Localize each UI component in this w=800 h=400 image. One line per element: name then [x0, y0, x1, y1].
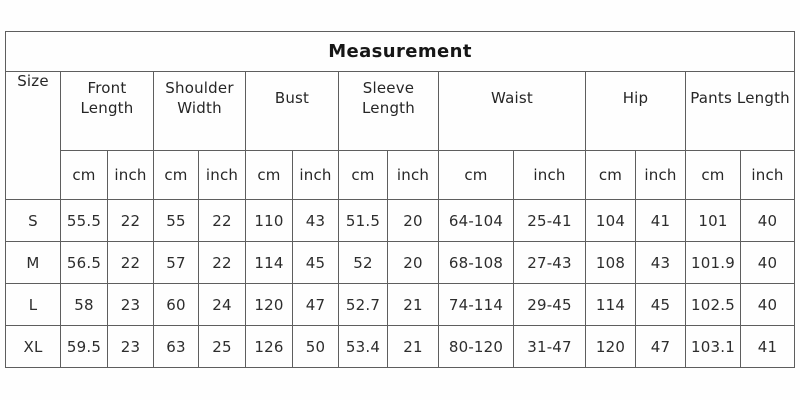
unit-header-inch: inch — [198, 150, 246, 200]
measurement-value: 27-43 — [513, 241, 586, 284]
measurement-value: 20 — [387, 241, 439, 284]
measurement-value: 114 — [585, 283, 636, 326]
column-group-pants-length: Pants Length — [684, 71, 796, 151]
measurement-value: 102.5 — [685, 283, 741, 326]
measurement-value: 22 — [198, 199, 246, 242]
measurement-value: 101 — [685, 199, 741, 242]
measurement-value: 21 — [387, 283, 439, 326]
measurement-value: 64-104 — [438, 199, 514, 242]
measurement-value: 21 — [387, 325, 439, 368]
measurement-value: 101.9 — [685, 241, 741, 284]
measurement-value: 104 — [585, 199, 636, 242]
table-title: Measurement — [4, 31, 796, 72]
column-group-label: Sleeve Length — [362, 79, 415, 117]
measurement-value: 20 — [387, 199, 439, 242]
unit-header-inch: inch — [635, 150, 686, 200]
size-label: S — [5, 199, 61, 242]
column-group-label: Hip — [622, 89, 649, 108]
column-group-header-row: Size Front Length Shoulder Width Bust Sleev… — [5, 71, 796, 200]
measurement-value: 40 — [739, 241, 796, 284]
unit-header-cm: cm — [585, 150, 636, 200]
column-group-sleeve-length: Sleeve Length — [338, 71, 439, 151]
unit-header-cm: cm — [685, 150, 741, 200]
column-group-waist: Waist — [438, 71, 586, 151]
size-row-l: L 58 23 60 24 120 47 52.7 21 74-114 29-45 114 45 102.… — [5, 283, 796, 326]
measurement-value: 25 — [198, 325, 246, 368]
unit-header-cm: cm — [438, 150, 514, 200]
measurement-value: 45 — [292, 241, 339, 284]
unit-header-cm: cm — [153, 150, 199, 200]
size-row-m: M 56.5 22 57 22 114 45 52 20 68-108 27-43 108 43 101.… — [5, 241, 796, 284]
measurement-value: 40 — [739, 283, 796, 326]
measurement-value: 22 — [198, 241, 246, 284]
unit-header-inch: inch — [292, 150, 339, 200]
measurement-value: 55 — [153, 199, 199, 242]
measurement-value: 47 — [292, 283, 339, 326]
size-label: L — [5, 283, 61, 326]
measurement-value: 55.5 — [60, 199, 108, 242]
measurement-value: 68-108 — [438, 241, 514, 284]
measurement-value: 52.7 — [338, 283, 388, 326]
measurement-value: 60 — [153, 283, 199, 326]
measurement-value: 43 — [292, 199, 339, 242]
measurement-value: 57 — [153, 241, 199, 284]
column-group-label: Bust — [274, 89, 310, 108]
measurement-value: 114 — [245, 241, 293, 284]
measurement-value: 29-45 — [513, 283, 586, 326]
measurement-value: 103.1 — [685, 325, 741, 368]
measurement-value: 63 — [153, 325, 199, 368]
unit-header-inch: inch — [513, 150, 586, 200]
measurement-value: 23 — [107, 325, 154, 368]
measurement-value: 23 — [107, 283, 154, 326]
measurement-value: 58 — [60, 283, 108, 326]
measurement-value: 126 — [245, 325, 293, 368]
size-label: M — [5, 241, 61, 284]
measurement-value: 45 — [635, 283, 686, 326]
measurement-value: 25-41 — [513, 199, 586, 242]
unit-header-inch: inch — [387, 150, 439, 200]
measurement-value: 59.5 — [60, 325, 108, 368]
measurement-value: 24 — [198, 283, 246, 326]
size-label: XL — [5, 325, 61, 368]
measurement-value: 43 — [635, 241, 686, 284]
column-group-shoulder-width: Shoulder Width — [153, 71, 246, 151]
unit-header-inch: inch — [107, 150, 154, 200]
column-group-hip: Hip — [585, 71, 686, 151]
measurement-value: 53.4 — [338, 325, 388, 368]
column-group-label: Pants Length — [690, 89, 790, 108]
measurement-value: 74-114 — [438, 283, 514, 326]
column-group-front-length: Front Length — [60, 71, 154, 151]
table-title-row: Measurement — [4, 31, 796, 72]
unit-header-row: cm inch cm inch cm inch cm inch cm inch cm inch cm in… — [6, 150, 796, 200]
measurement-value: 120 — [245, 283, 293, 326]
measurement-value: 50 — [292, 325, 339, 368]
unit-header-cm: cm — [60, 150, 108, 200]
measurement-value: 41 — [635, 199, 686, 242]
measurement-value: 56.5 — [60, 241, 108, 284]
column-group-bust: Bust — [245, 71, 339, 151]
column-group-label: Waist — [491, 89, 533, 108]
measurement-value: 40 — [739, 199, 796, 242]
unit-header-cm: cm — [245, 150, 293, 200]
size-row-s: S 55.5 22 55 22 110 43 51.5 20 64-104 25-41 104 41 10… — [5, 199, 796, 242]
column-group-label: Front Length — [80, 79, 134, 117]
measurement-value: 22 — [107, 199, 154, 242]
size-row-xl: XL 59.5 23 63 25 126 50 53.4 21 80-120 31-47 120 47 1… — [5, 325, 796, 368]
measurement-value: 51.5 — [338, 199, 388, 242]
measurement-value: 120 — [585, 325, 636, 368]
measurement-value: 47 — [635, 325, 686, 368]
measurement-value: 80-120 — [438, 325, 514, 368]
column-header-size: Size — [5, 71, 61, 200]
measurement-value: 110 — [245, 199, 293, 242]
measurement-value: 22 — [107, 241, 154, 284]
unit-header-inch: inch — [739, 150, 796, 200]
measurement-value: 41 — [739, 325, 796, 368]
unit-header-cm: cm — [338, 150, 388, 200]
measurement-value: 108 — [585, 241, 636, 284]
measurement-value: 52 — [338, 241, 388, 284]
column-group-label: Shoulder Width — [165, 79, 234, 117]
measurement-value: 31-47 — [513, 325, 586, 368]
measurement-size-chart-table: Measurement Size Front Length Shoulder Wi… — [4, 31, 796, 368]
